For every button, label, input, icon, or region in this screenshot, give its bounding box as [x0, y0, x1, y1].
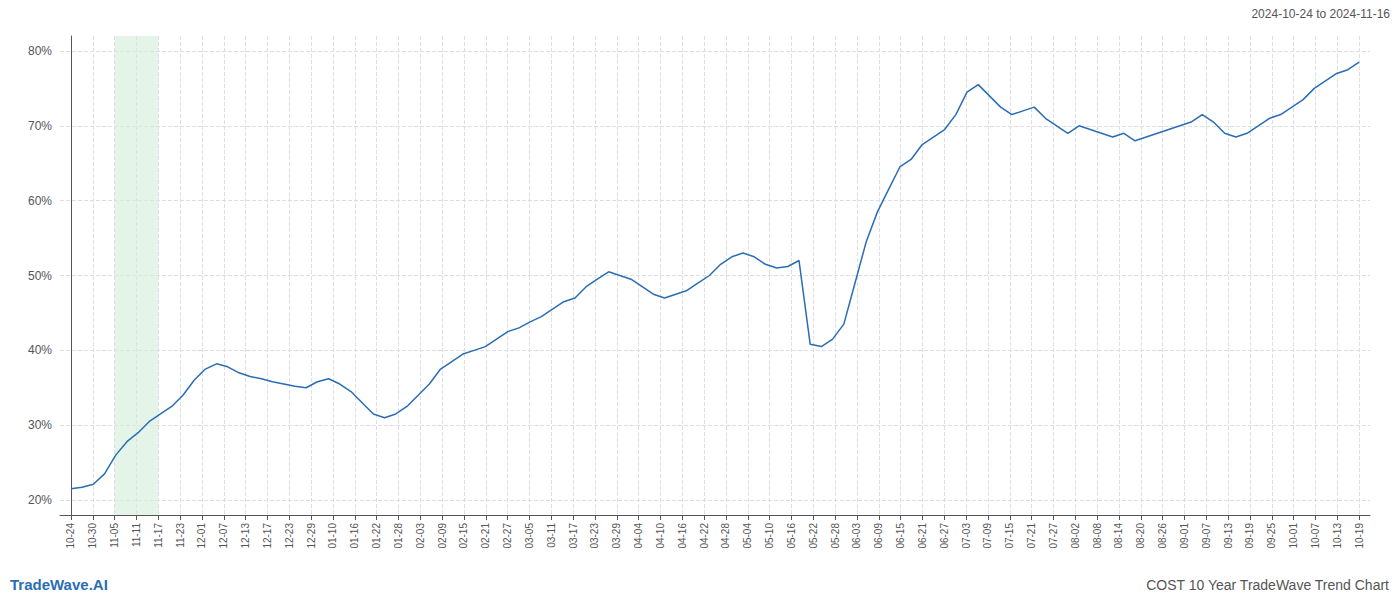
svg-text:60%: 60% [28, 194, 52, 208]
svg-text:09-19: 09-19 [1244, 523, 1255, 549]
svg-text:03-29: 03-29 [611, 523, 622, 549]
svg-text:06-27: 06-27 [939, 523, 950, 549]
svg-text:30%: 30% [28, 418, 52, 432]
svg-text:12-23: 12-23 [284, 523, 295, 549]
svg-text:04-28: 04-28 [720, 523, 731, 549]
svg-text:08-26: 08-26 [1157, 523, 1168, 549]
svg-text:08-02: 08-02 [1070, 523, 1081, 549]
svg-text:10-24: 10-24 [65, 523, 76, 549]
svg-text:03-11: 03-11 [546, 523, 557, 548]
svg-text:06-09: 06-09 [873, 523, 884, 549]
svg-text:40%: 40% [28, 343, 52, 357]
svg-text:01-10: 01-10 [327, 523, 338, 549]
svg-text:70%: 70% [28, 119, 52, 133]
svg-text:05-10: 05-10 [764, 523, 775, 549]
svg-text:01-16: 01-16 [349, 523, 360, 549]
svg-text:12-07: 12-07 [218, 523, 229, 549]
svg-text:11-05: 11-05 [109, 523, 120, 548]
svg-text:07-27: 07-27 [1048, 523, 1059, 549]
svg-text:02-15: 02-15 [458, 523, 469, 549]
svg-text:08-08: 08-08 [1092, 523, 1103, 549]
svg-text:01-22: 01-22 [371, 523, 382, 549]
svg-text:09-25: 09-25 [1266, 523, 1277, 549]
svg-text:04-16: 04-16 [677, 523, 688, 549]
svg-text:2024-10-24 to 2024-11-16: 2024-10-24 to 2024-11-16 [1251, 7, 1390, 21]
svg-text:04-10: 04-10 [655, 523, 666, 549]
svg-text:05-04: 05-04 [742, 523, 753, 549]
svg-text:08-14: 08-14 [1113, 523, 1124, 549]
svg-text:09-07: 09-07 [1201, 523, 1212, 549]
svg-text:10-30: 10-30 [87, 523, 98, 549]
svg-text:03-05: 03-05 [524, 523, 535, 549]
svg-text:20%: 20% [28, 493, 52, 507]
svg-text:06-15: 06-15 [895, 523, 906, 549]
svg-text:10-07: 10-07 [1310, 523, 1321, 549]
svg-text:11-11: 11-11 [131, 523, 142, 548]
svg-text:05-22: 05-22 [808, 523, 819, 549]
svg-text:10-01: 10-01 [1288, 523, 1299, 549]
svg-text:07-09: 07-09 [982, 523, 993, 549]
svg-text:02-09: 02-09 [437, 523, 448, 549]
svg-text:02-21: 02-21 [480, 523, 491, 549]
svg-text:03-17: 03-17 [568, 523, 579, 549]
svg-text:02-03: 02-03 [415, 523, 426, 549]
svg-text:08-20: 08-20 [1135, 523, 1146, 549]
svg-text:80%: 80% [28, 44, 52, 58]
svg-text:05-28: 05-28 [830, 523, 841, 549]
svg-text:10-19: 10-19 [1354, 523, 1365, 549]
svg-text:01-28: 01-28 [393, 523, 404, 549]
svg-text:03-23: 03-23 [589, 523, 600, 549]
svg-text:10-13: 10-13 [1332, 523, 1343, 549]
svg-text:04-04: 04-04 [633, 523, 644, 549]
svg-text:07-21: 07-21 [1026, 523, 1037, 549]
svg-text:12-13: 12-13 [240, 523, 251, 549]
svg-text:09-01: 09-01 [1179, 523, 1190, 549]
svg-text:50%: 50% [28, 269, 52, 283]
svg-text:COST 10 Year TradeWave Trend C: COST 10 Year TradeWave Trend Chart [1146, 577, 1389, 593]
svg-text:09-13: 09-13 [1223, 523, 1234, 549]
svg-text:07-03: 07-03 [961, 523, 972, 549]
svg-text:12-01: 12-01 [196, 523, 207, 549]
svg-text:TradeWave.AI: TradeWave.AI [10, 576, 108, 593]
svg-text:06-21: 06-21 [917, 523, 928, 549]
svg-text:02-27: 02-27 [502, 523, 513, 549]
svg-text:07-15: 07-15 [1004, 523, 1015, 549]
svg-text:12-29: 12-29 [306, 523, 317, 549]
svg-text:05-16: 05-16 [786, 523, 797, 549]
svg-text:12-17: 12-17 [262, 523, 273, 549]
svg-text:11-23: 11-23 [175, 523, 186, 548]
svg-text:04-22: 04-22 [699, 523, 710, 549]
svg-text:11-17: 11-17 [153, 523, 164, 548]
svg-text:06-03: 06-03 [851, 523, 862, 549]
